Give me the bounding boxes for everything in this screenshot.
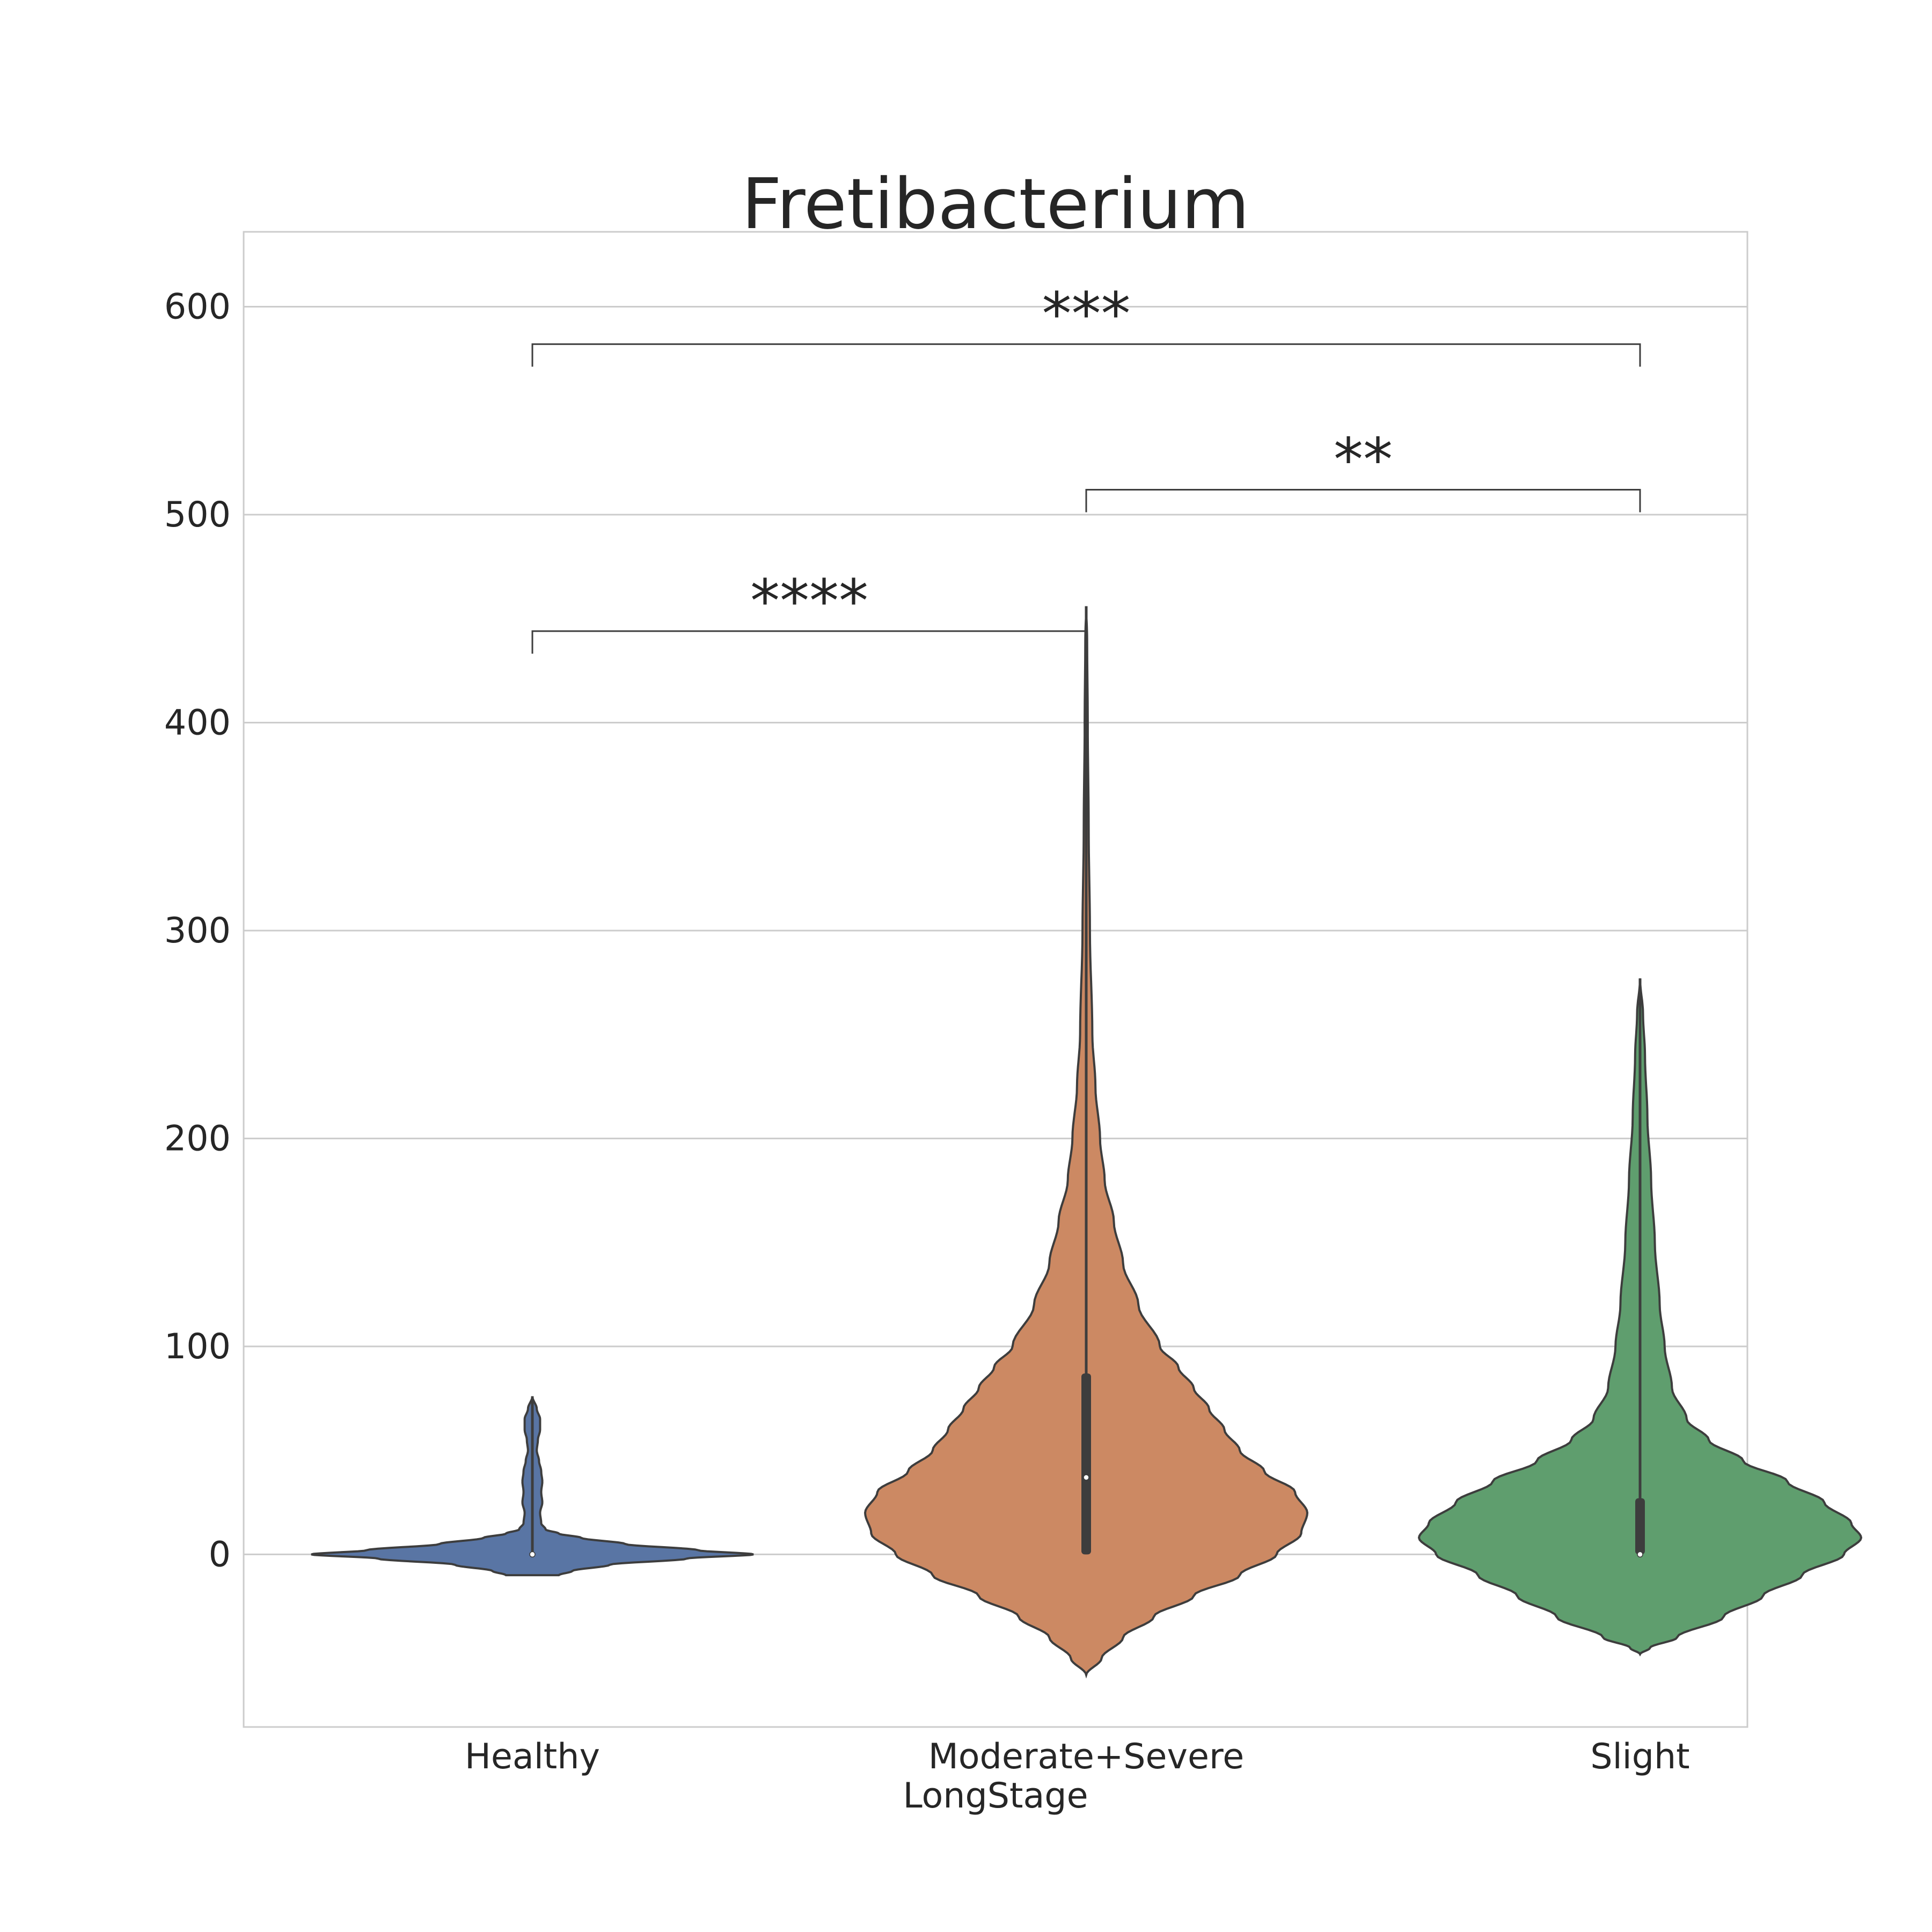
- significance-bracket: [531, 343, 1641, 367]
- significance-bracket: [1085, 488, 1641, 513]
- y-tick-label: 0: [209, 1534, 231, 1575]
- median-dot: [529, 1551, 536, 1558]
- significance-label: **: [1334, 425, 1393, 494]
- significance-bracket: [531, 630, 1087, 654]
- iqr-box: [1081, 1373, 1091, 1555]
- y-tick-label: 500: [164, 495, 231, 535]
- chart-title: Fretibacterium: [742, 163, 1249, 245]
- x-tick-labels: Healthy Moderate+Severe Slight: [465, 1737, 1690, 1777]
- y-tick-label: 600: [164, 287, 231, 327]
- y-tick-label: 200: [164, 1118, 231, 1159]
- x-tick-label: Moderate+Severe: [928, 1737, 1245, 1777]
- x-tick-label: Slight: [1590, 1737, 1689, 1777]
- x-axis-label: LongStage: [903, 1776, 1088, 1816]
- y-tick-label: 100: [164, 1327, 231, 1367]
- significance-annotations: *********: [531, 280, 1641, 654]
- y-tick-label: 300: [164, 911, 231, 951]
- iqr-box: [1635, 1498, 1645, 1555]
- median-dot: [1083, 1474, 1089, 1481]
- y-tick-labels: 0 100 200 300 400 500 600: [164, 287, 231, 1575]
- significance-label: ***: [1042, 280, 1131, 348]
- plot-frame: [243, 231, 1748, 1728]
- inner-boxplots: [529, 606, 1645, 1558]
- x-tick-label: Healthy: [465, 1737, 600, 1777]
- y-tick-label: 400: [164, 702, 231, 743]
- significance-label: ****: [750, 567, 868, 635]
- gridlines: [244, 305, 1747, 1555]
- median-dot: [1637, 1551, 1643, 1558]
